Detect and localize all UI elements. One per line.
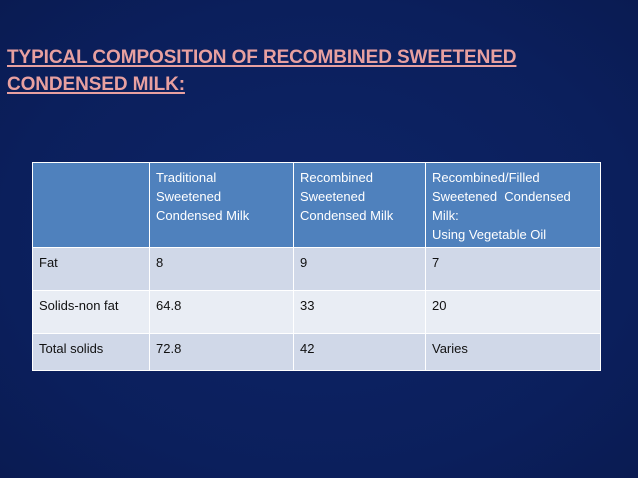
header-text: Condensed Milk <box>300 208 394 223</box>
table-cell: 7 <box>425 247 601 291</box>
header-text: Using Vegetable Oil <box>432 227 547 242</box>
table-cell: 8 <box>149 247 294 291</box>
table-row: Fat 8 9 7 <box>32 247 601 291</box>
table-cell: 9 <box>293 247 426 291</box>
header-cell-corner <box>32 162 150 248</box>
table-header-row: Traditional Sweetened Condensed Milk Rec… <box>32 162 601 248</box>
header-text: Sweetened <box>156 189 222 204</box>
slide-title-line-2: CONDENSED MILK: <box>7 74 185 95</box>
table-cell: 42 <box>293 333 426 371</box>
composition-table: Traditional Sweetened Condensed Milk Rec… <box>32 162 601 371</box>
slide-title-line-1: TYPICAL COMPOSITION OF RECOMBINED SWEETE… <box>7 47 517 68</box>
header-text: Recombined <box>300 170 373 185</box>
header-text: Traditional <box>156 170 217 185</box>
table-row: Solids-non fat 64.8 33 20 <box>32 290 601 334</box>
table-cell: Varies <box>425 333 601 371</box>
row-label: Solids-non fat <box>32 290 150 334</box>
header-cell-recombined-filled: Recombined/Filled Sweetened Condensed Mi… <box>425 162 601 248</box>
table-row: Total solids 72.8 42 Varies <box>32 333 601 371</box>
header-text: Recombined/Filled <box>432 170 540 185</box>
header-text: Sweetened <box>300 189 366 204</box>
header-cell-recombined: Recombined Sweetened Condensed Milk <box>293 162 426 248</box>
header-text: Milk: <box>432 208 459 223</box>
table-cell: 20 <box>425 290 601 334</box>
table-cell: 64.8 <box>149 290 294 334</box>
slide-title: TYPICAL COMPOSITION OF RECOMBINED SWEETE… <box>7 44 607 98</box>
header-text: Sweetened Condensed <box>432 189 571 204</box>
row-label: Total solids <box>32 333 150 371</box>
header-cell-traditional: Traditional Sweetened Condensed Milk <box>149 162 294 248</box>
table-cell: 33 <box>293 290 426 334</box>
table-cell: 72.8 <box>149 333 294 371</box>
header-text: Condensed Milk <box>156 208 250 223</box>
row-label: Fat <box>32 247 150 291</box>
